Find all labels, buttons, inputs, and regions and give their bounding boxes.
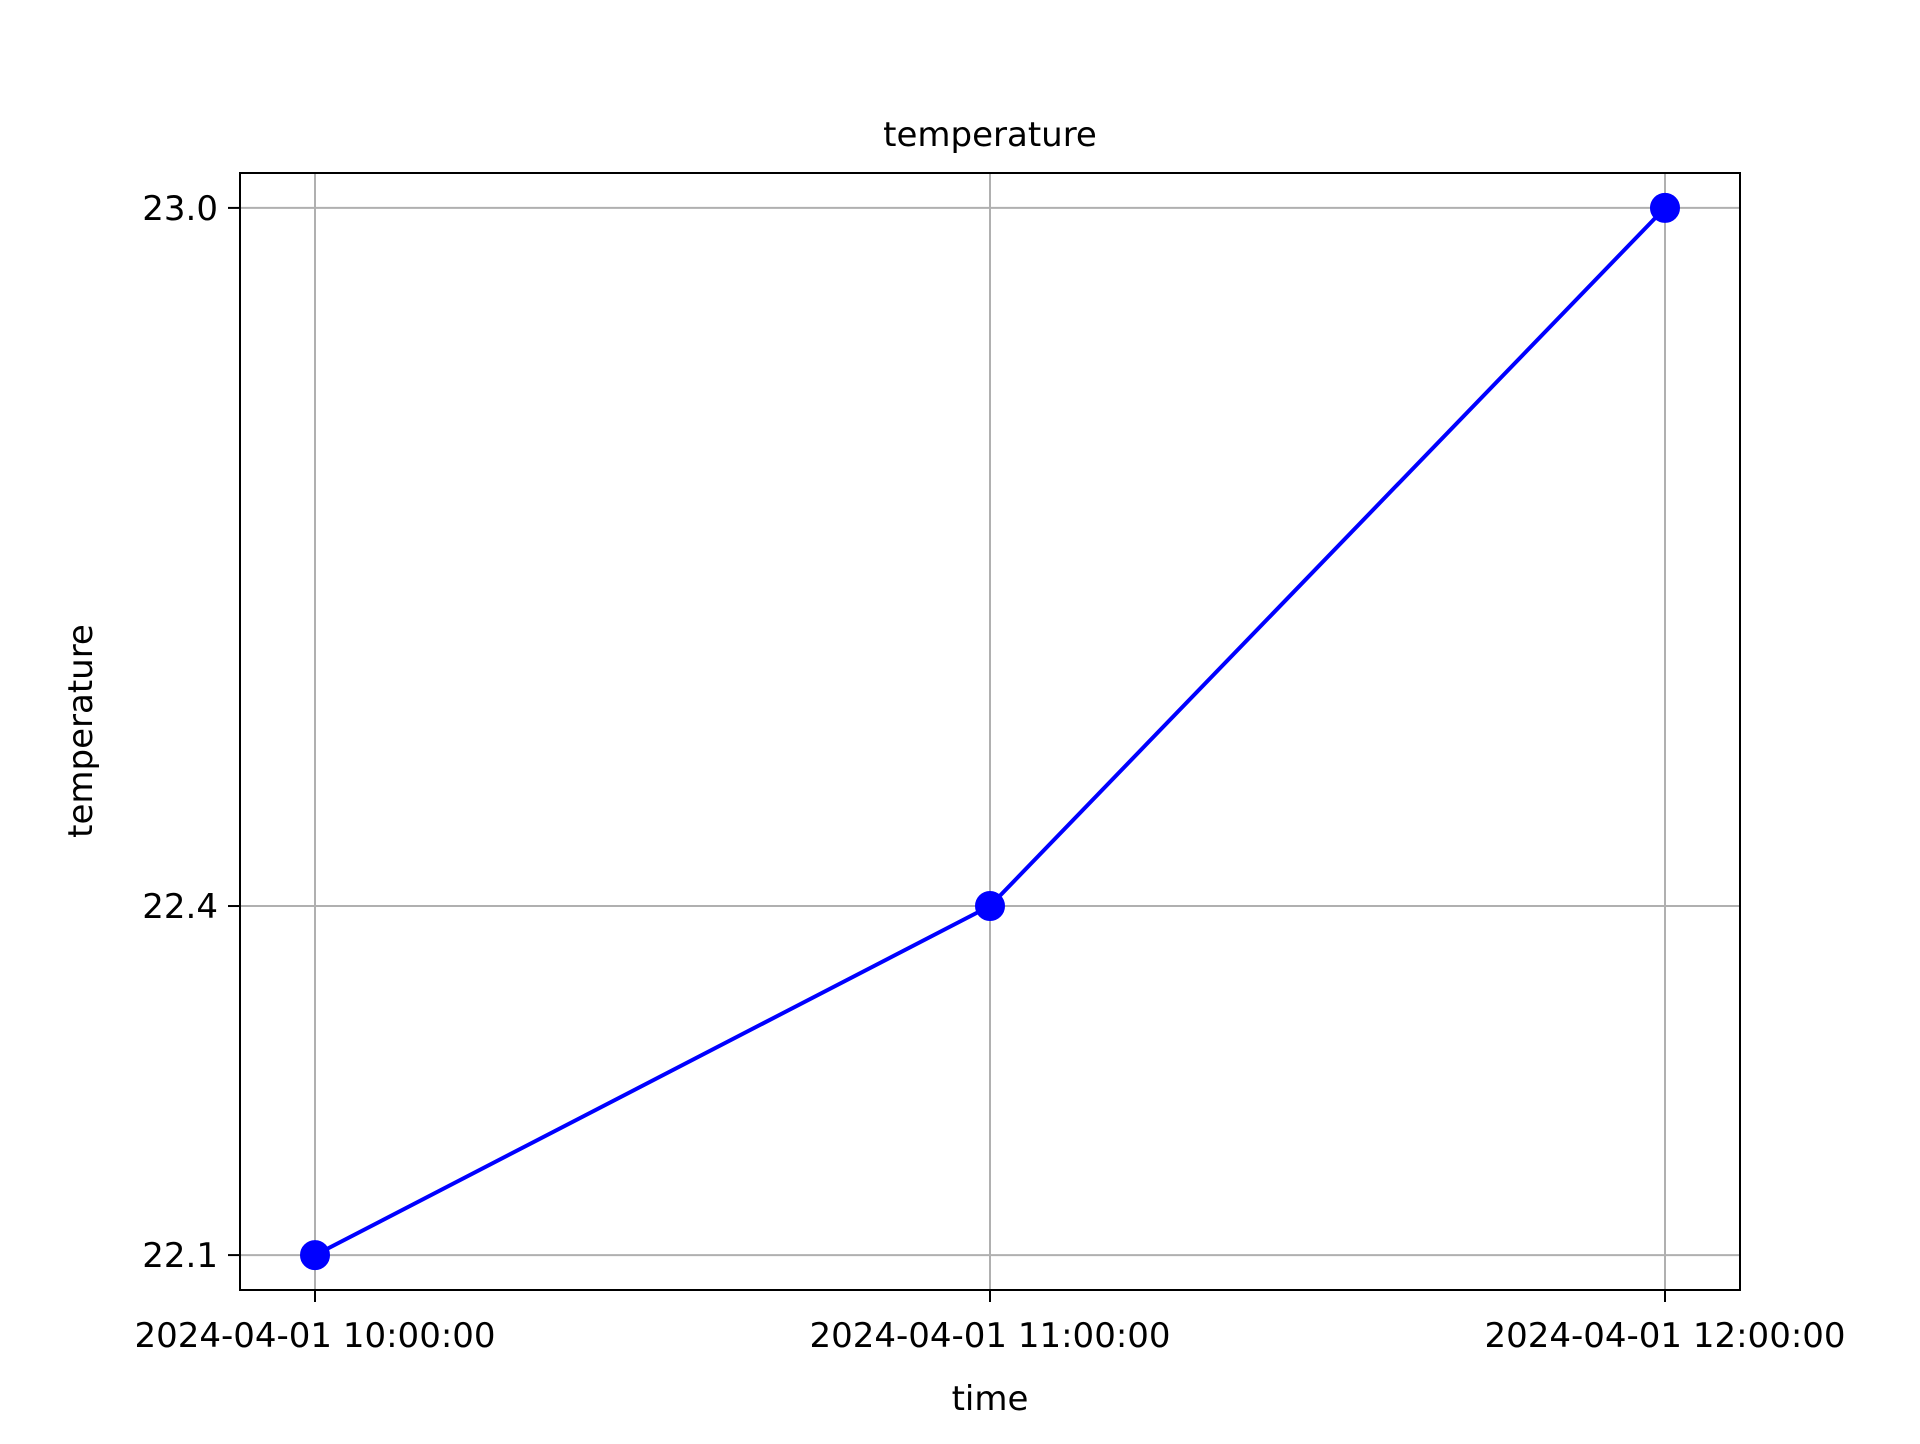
data-point: [300, 1240, 330, 1271]
x-tick-label: 2024-04-01 11:00:00: [809, 1316, 1170, 1356]
series-layer: [300, 192, 1680, 1271]
x-axis-label: time: [952, 1379, 1029, 1419]
data-point: [1650, 192, 1680, 223]
y-tick-label: 22.1: [142, 1236, 218, 1276]
x-tick-label: 2024-04-01 12:00:00: [1484, 1316, 1845, 1356]
ticks-layer: 2024-04-01 10:00:00 2024-04-01 11:00:00 20…: [134, 189, 1845, 1356]
y-axis-label: temperature: [61, 624, 101, 838]
y-tick-label: 22.4: [142, 887, 218, 927]
chart-title: temperature: [883, 115, 1097, 155]
data-point: [975, 891, 1005, 922]
y-tick-label: 23.0: [142, 189, 218, 229]
x-tick-label: 2024-04-01 10:00:00: [134, 1316, 495, 1356]
